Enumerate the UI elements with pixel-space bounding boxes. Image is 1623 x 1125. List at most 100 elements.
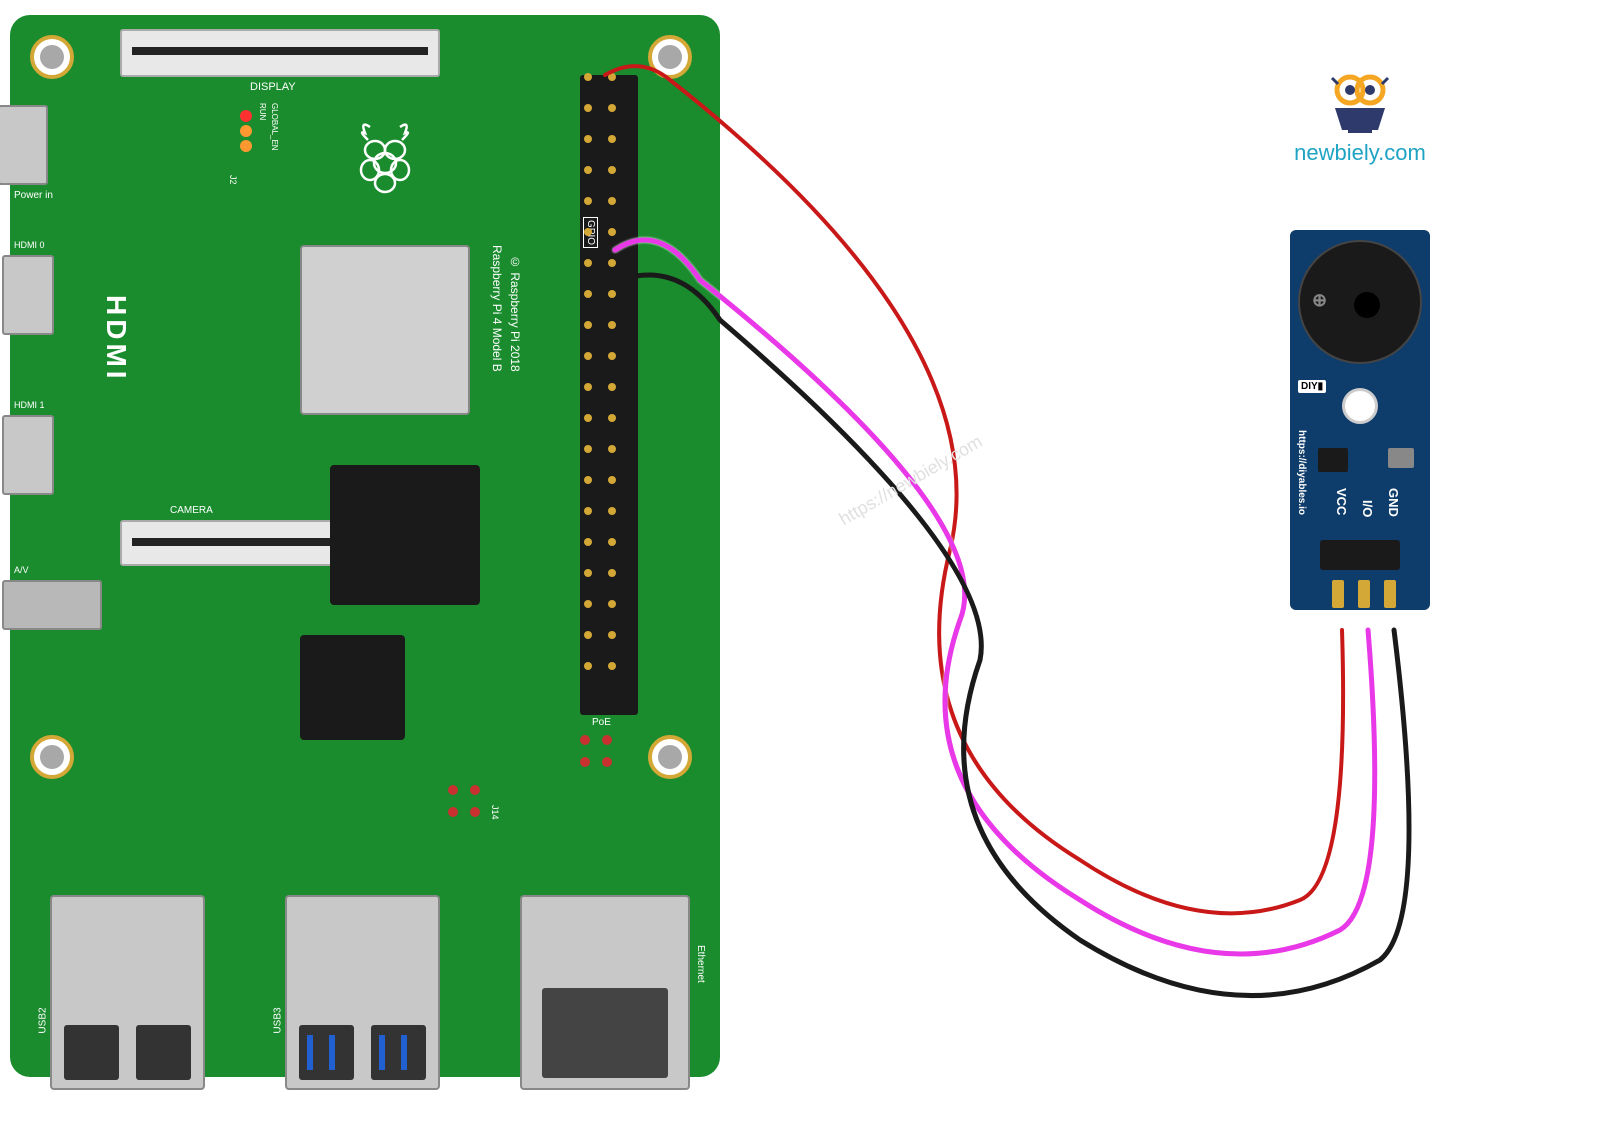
watermark-text: https://newbiely.com bbox=[836, 431, 987, 530]
gpio-pin bbox=[608, 259, 616, 267]
usb2-label: USB2 bbox=[38, 1007, 49, 1033]
gpio-pin bbox=[584, 538, 592, 546]
power-in-label: Power in bbox=[14, 190, 53, 201]
gpio-pin bbox=[608, 414, 616, 422]
gpio-pin bbox=[608, 662, 616, 670]
usb2-port bbox=[50, 895, 205, 1090]
ethernet-port bbox=[520, 895, 690, 1090]
model-text: Raspberry Pi 4 Model B bbox=[490, 245, 504, 372]
gnd-pin bbox=[1384, 580, 1396, 608]
audio-jack bbox=[2, 580, 102, 630]
io-wire bbox=[615, 240, 1375, 954]
ethernet-label: Ethernet bbox=[695, 945, 706, 983]
gpio-pin bbox=[584, 321, 592, 329]
gpio-pin bbox=[608, 507, 616, 515]
module-pin-header bbox=[1320, 540, 1400, 570]
gpio-pin bbox=[608, 135, 616, 143]
hdmi1-label: HDMI 1 bbox=[14, 400, 45, 410]
buzzer-plus-label: ⊕ bbox=[1312, 290, 1327, 311]
av-label: A/V bbox=[14, 565, 29, 575]
display-connector bbox=[120, 29, 440, 77]
mounting-hole-mid-right bbox=[648, 735, 692, 779]
smd-resistor bbox=[1388, 448, 1414, 468]
wiring-diagram-canvas: DISPLAY Power in J2 RUN GLOBAL_EN bbox=[0, 0, 1623, 1125]
gpio-pin bbox=[584, 662, 592, 670]
gpio-pin bbox=[584, 569, 592, 577]
poe-header bbox=[580, 735, 630, 785]
gpio-pin bbox=[608, 600, 616, 608]
poe-label: PoE bbox=[592, 717, 611, 728]
ram-chip bbox=[330, 465, 480, 605]
j2-leds bbox=[240, 107, 252, 155]
hdmi-1-port bbox=[2, 415, 54, 495]
gnd-pin-label: GND bbox=[1386, 488, 1401, 517]
gpio-pin bbox=[584, 445, 592, 453]
j2-label: J2 bbox=[228, 175, 238, 185]
gpio-pin bbox=[608, 73, 616, 81]
mounting-hole-top-right bbox=[648, 35, 692, 79]
gpio-pin bbox=[584, 600, 592, 608]
gpio-pin bbox=[608, 197, 616, 205]
gpio-pin bbox=[608, 569, 616, 577]
gpio-pin bbox=[584, 228, 592, 236]
io-pin-label: I/O bbox=[1360, 500, 1375, 517]
gpio-pin bbox=[608, 228, 616, 236]
module-mounting-hole bbox=[1342, 388, 1378, 424]
io-pin bbox=[1358, 580, 1370, 608]
gpio-pin bbox=[608, 445, 616, 453]
buzzer-hole bbox=[1354, 292, 1380, 318]
gpio-pin bbox=[584, 352, 592, 360]
gpio-pin bbox=[608, 166, 616, 174]
gpio-pin bbox=[608, 321, 616, 329]
power-micro-usb bbox=[0, 105, 48, 185]
newbiely-logo: newbiely.com bbox=[1280, 70, 1440, 166]
gpio-pin bbox=[608, 383, 616, 391]
led-global-en-1 bbox=[240, 125, 252, 137]
led-run bbox=[240, 110, 252, 122]
run-label: RUN bbox=[258, 103, 267, 120]
global-en-label: GLOBAL_EN bbox=[270, 103, 279, 151]
smd-transistor bbox=[1318, 448, 1348, 472]
gpio-pin bbox=[584, 197, 592, 205]
usb3-port bbox=[285, 895, 440, 1090]
gpio-pin bbox=[608, 290, 616, 298]
gpio-pin bbox=[584, 414, 592, 422]
gpio-pin bbox=[584, 104, 592, 112]
display-label: DISPLAY bbox=[250, 81, 296, 93]
usb-controller-chip bbox=[300, 635, 405, 740]
gpio-pin bbox=[584, 259, 592, 267]
vcc-pin bbox=[1332, 580, 1344, 608]
j14-label: J14 bbox=[490, 805, 500, 820]
led-global-en-2 bbox=[240, 140, 252, 152]
gpio-pin bbox=[608, 104, 616, 112]
gpio-pin bbox=[608, 631, 616, 639]
soc-chip bbox=[300, 245, 470, 415]
module-url-label: https://diyables.io bbox=[1296, 430, 1307, 515]
camera-label: CAMERA bbox=[170, 505, 213, 516]
gpio-pin bbox=[584, 383, 592, 391]
gpio-pin bbox=[584, 631, 592, 639]
buzzer-component: ⊕ bbox=[1298, 240, 1422, 364]
hdmi-0-port bbox=[2, 255, 54, 335]
gpio-pin bbox=[584, 73, 592, 81]
hdmi-label: HDMI bbox=[100, 295, 132, 383]
gpio-pin bbox=[584, 476, 592, 484]
gpio-pin bbox=[584, 507, 592, 515]
hdmi0-label: HDMI 0 bbox=[14, 240, 45, 250]
gpio-pin bbox=[584, 135, 592, 143]
raspberry-pi-board: DISPLAY Power in J2 RUN GLOBAL_EN bbox=[10, 15, 720, 1077]
gpio-pin bbox=[608, 538, 616, 546]
diy-label: DIY▮ bbox=[1298, 380, 1326, 393]
gpio-pin bbox=[608, 352, 616, 360]
vcc-pin-label: VCC bbox=[1334, 488, 1349, 515]
buzzer-module: ⊕ DIY▮ https://diyables.io GND I/O VCC bbox=[1290, 230, 1430, 610]
owl-icon bbox=[1320, 70, 1400, 140]
gpio-pin bbox=[584, 290, 592, 298]
gpio-pin bbox=[608, 476, 616, 484]
mounting-hole-mid-left bbox=[30, 735, 74, 779]
copyright-text: © Raspberry Pi 2018 bbox=[508, 255, 522, 372]
mounting-hole-top-left bbox=[30, 35, 74, 79]
usb3-label: USB3 bbox=[273, 1007, 284, 1033]
gpio-pin bbox=[584, 166, 592, 174]
raspberry-pi-logo-icon bbox=[350, 115, 420, 200]
